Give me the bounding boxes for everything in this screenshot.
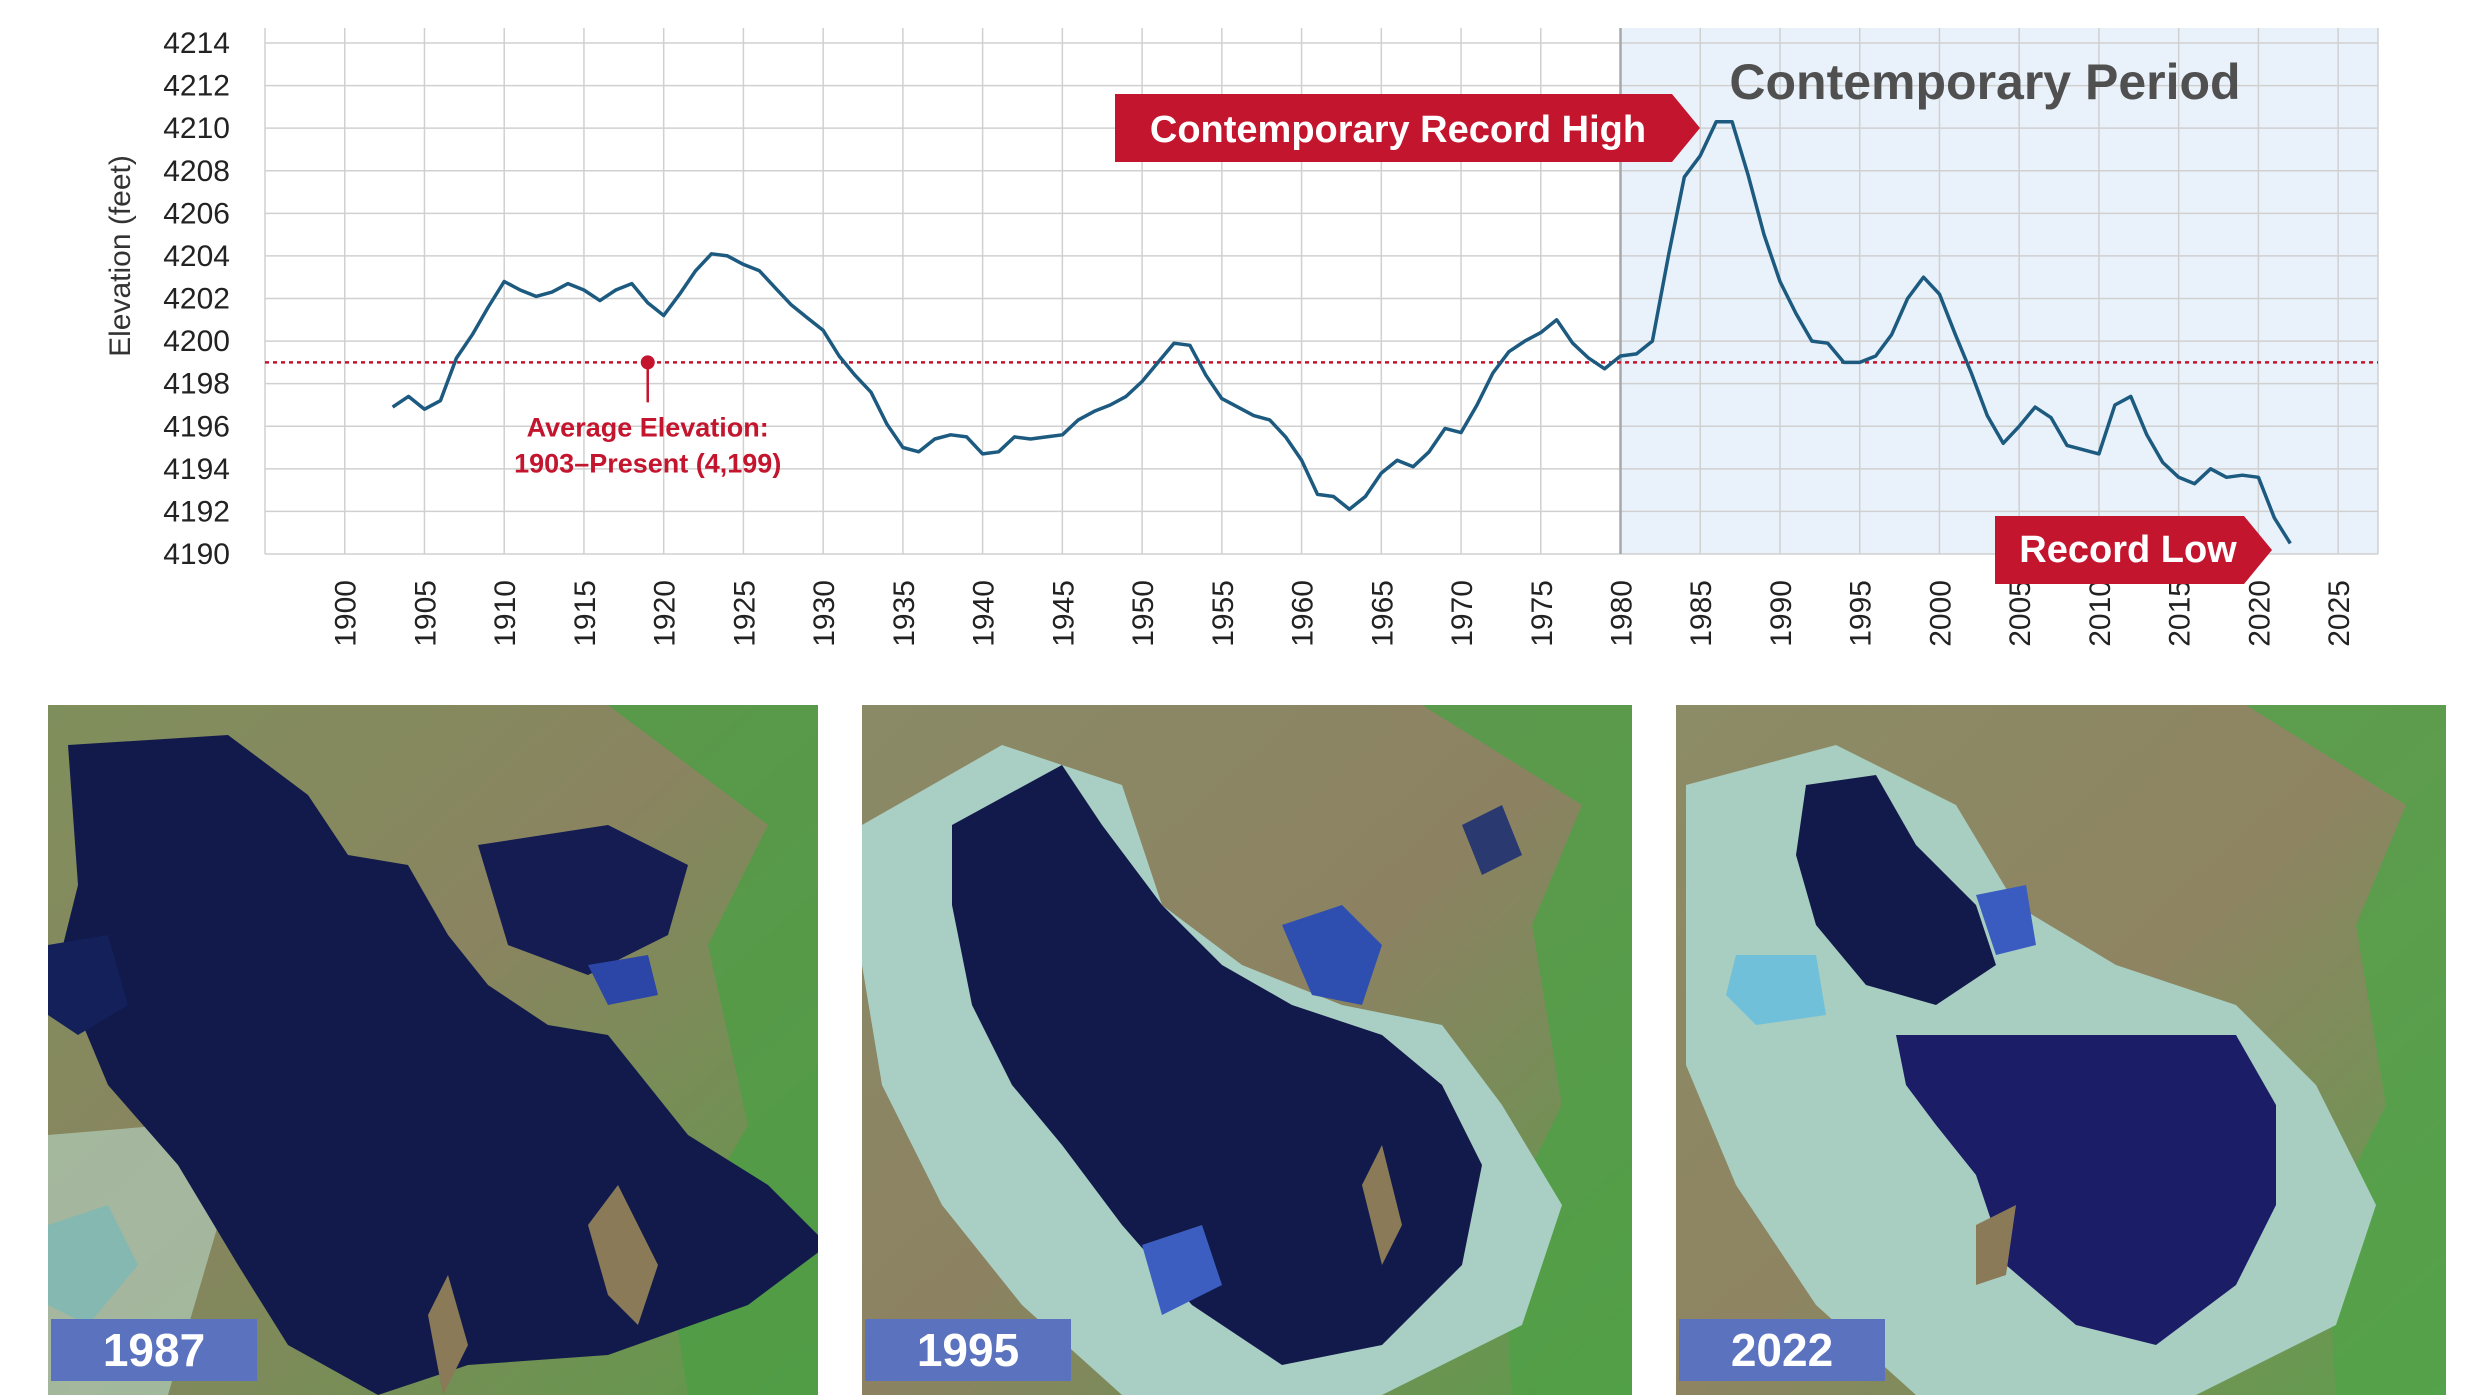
average-marker-dot [640,355,655,370]
record-low-flag [1995,516,2272,584]
record-high-label: Contemporary Record High [1150,109,1646,151]
x-tick-label: 1900 [330,580,363,647]
x-tick-labels: 1900 1905 1910 1915 1920 1925 1930 1935 1940 1945… [330,580,2356,647]
record-low-label: Record Low [2019,529,2237,571]
y-tick-label: 4190 [163,538,230,571]
satellite-panel-2022: 2022 [1676,705,2446,1395]
satellite-image-2022 [1676,705,2446,1395]
x-tick-label: 1965 [1366,580,1399,647]
x-tick-label: 1985 [1685,580,1718,647]
x-tick-label: 2010 [2084,580,2117,647]
year-badge-2022: 2022 [1679,1319,1885,1381]
x-tick-label: 1950 [1127,580,1160,647]
y-tick-label: 4208 [163,155,230,188]
x-tick-label: 2020 [2243,580,2276,647]
x-tick-label: 2005 [2004,580,2037,647]
average-label-line-2: 1903–Present (4,199) [514,448,781,478]
lake-elevation-chart: 4190 4192 4194 4196 4198 4200 4202 4204 4206 4208… [104,27,2379,647]
y-tick-label: 4214 [163,27,230,60]
y-tick-label: 4200 [163,325,230,358]
x-tick-label: 1925 [728,580,761,647]
satellite-panel-1995: 1995 [862,705,1632,1395]
x-tick-label: 1935 [888,580,921,647]
x-tick-label: 2025 [2323,580,2356,647]
y-tick-label: 4206 [163,197,230,230]
year-badge-1995: 1995 [865,1319,1071,1381]
x-tick-label: 1995 [1845,580,1878,647]
y-tick-labels: 4190 4192 4194 4196 4198 4200 4202 4204 4206 4208… [163,27,230,571]
x-tick-label: 1980 [1606,580,1639,647]
y-tick-label: 4204 [163,240,230,273]
y-tick-label: 4212 [163,70,230,103]
x-tick-label: 1910 [489,580,522,647]
y-tick-label: 4198 [163,368,230,401]
x-tick-label: 1915 [569,580,602,647]
contemporary-period-shading [1620,28,2378,554]
contemporary-period-label: Contemporary Period [1729,54,2240,110]
x-tick-label: 1930 [808,580,841,647]
y-tick-label: 4196 [163,410,230,443]
x-tick-label: 1960 [1287,580,1320,647]
satellite-panel-1987: 1987 [48,705,818,1395]
x-tick-label: 1975 [1526,580,1559,647]
average-label-line-1: Average Elevation: [527,412,769,442]
x-tick-label: 1970 [1446,580,1479,647]
x-tick-label: 1905 [409,580,442,647]
y-tick-label: 4210 [163,112,230,145]
x-tick-label: 1920 [649,580,682,647]
x-tick-label: 1940 [968,580,1001,647]
y-tick-label: 4194 [163,453,230,486]
series-line-elevation [391,120,2292,545]
y-tick-label: 4192 [163,495,230,528]
record-high-flag [1115,94,1700,162]
x-tick-label: 1990 [1765,580,1798,647]
x-tick-label: 1945 [1047,580,1080,647]
x-tick-label: 2000 [1924,580,1957,647]
satellite-image-1995 [862,705,1632,1395]
y-tick-label: 4202 [163,283,230,316]
x-tick-label: 2015 [2164,580,2197,647]
satellite-image-1987 [48,705,818,1395]
x-tick-label: 1955 [1207,580,1240,647]
year-badge-1987: 1987 [51,1319,257,1381]
y-axis-label: Elevation (feet) [104,155,137,357]
